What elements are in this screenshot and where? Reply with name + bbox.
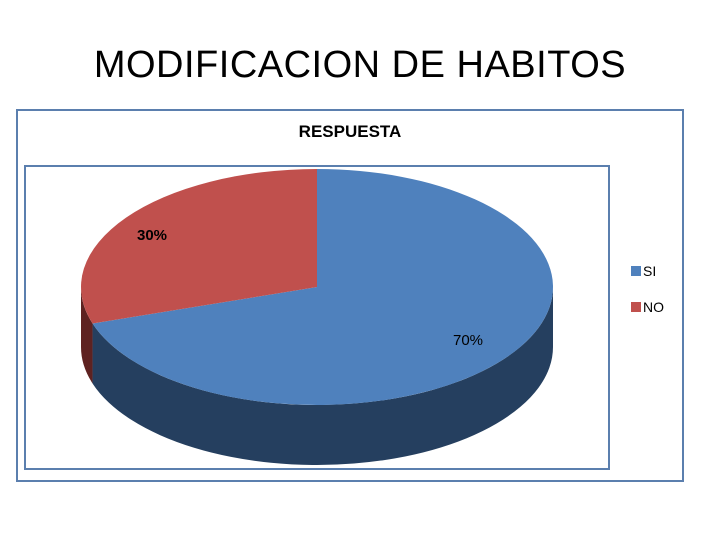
legend-swatch-si	[631, 266, 641, 276]
pie-slice-si	[92, 169, 553, 405]
pie-slice-no	[80, 169, 317, 324]
chart-title: RESPUESTA	[298, 122, 402, 141]
data-label-no: 30%	[137, 227, 167, 244]
legend-swatch-no	[631, 302, 641, 312]
legend-label-si: SI	[643, 263, 657, 279]
legend-item-si: SI	[631, 262, 664, 280]
pie-side-si	[92, 287, 553, 465]
chart-legend: SI NO	[631, 262, 664, 334]
slide-title: MODIFICACION DE HABITOS	[93, 44, 627, 86]
legend-item-no: NO	[631, 298, 664, 316]
legend-label-no: NO	[643, 299, 664, 315]
data-label-si: 70%	[453, 332, 483, 349]
plot-area-frame	[24, 165, 610, 470]
pie-side-no	[81, 287, 93, 384]
